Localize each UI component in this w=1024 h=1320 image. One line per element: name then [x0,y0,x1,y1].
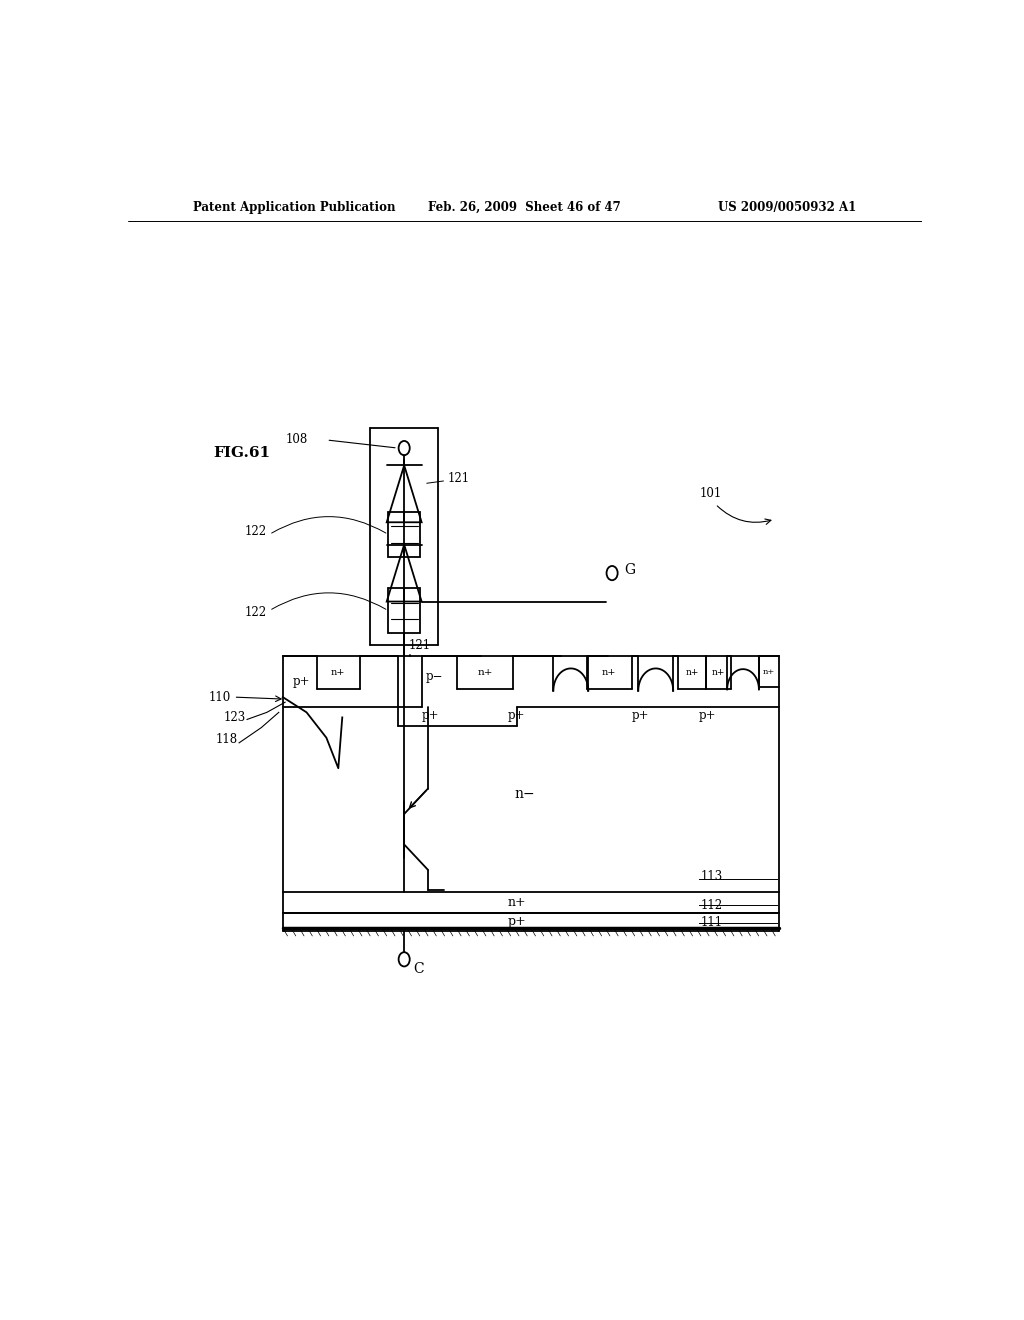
Text: n+: n+ [685,668,698,677]
Text: 123: 123 [223,711,246,723]
Text: C: C [414,962,424,977]
Text: n−: n− [514,787,536,801]
Text: n+: n+ [508,896,526,909]
Text: 121: 121 [409,639,430,652]
Text: 112: 112 [701,899,723,912]
Text: p+: p+ [698,709,716,722]
Text: 118: 118 [215,734,238,746]
Text: p+: p+ [292,676,310,688]
Text: 121: 121 [447,473,470,484]
Text: Patent Application Publication: Patent Application Publication [194,201,395,214]
Text: p+: p+ [508,709,525,722]
Text: 108: 108 [285,433,307,446]
Text: p−: p− [426,671,443,684]
Text: 111: 111 [701,916,723,929]
Text: 101: 101 [699,487,722,500]
Text: US 2009/0050932 A1: US 2009/0050932 A1 [718,201,856,214]
Text: p+: p+ [508,915,526,928]
Text: p+: p+ [422,709,439,722]
Text: 122: 122 [245,606,267,619]
Text: FIG.61: FIG.61 [214,446,270,461]
Text: 122: 122 [245,525,267,539]
Text: n+: n+ [331,668,345,677]
Text: n+: n+ [602,668,616,677]
Text: n+: n+ [712,668,725,677]
Text: 113: 113 [701,870,723,883]
Text: p+: p+ [632,709,649,722]
Text: G: G [624,564,635,577]
Text: 110: 110 [209,690,231,704]
Text: n+: n+ [477,668,493,677]
Text: Feb. 26, 2009  Sheet 46 of 47: Feb. 26, 2009 Sheet 46 of 47 [428,201,622,214]
Text: n+: n+ [763,668,775,676]
